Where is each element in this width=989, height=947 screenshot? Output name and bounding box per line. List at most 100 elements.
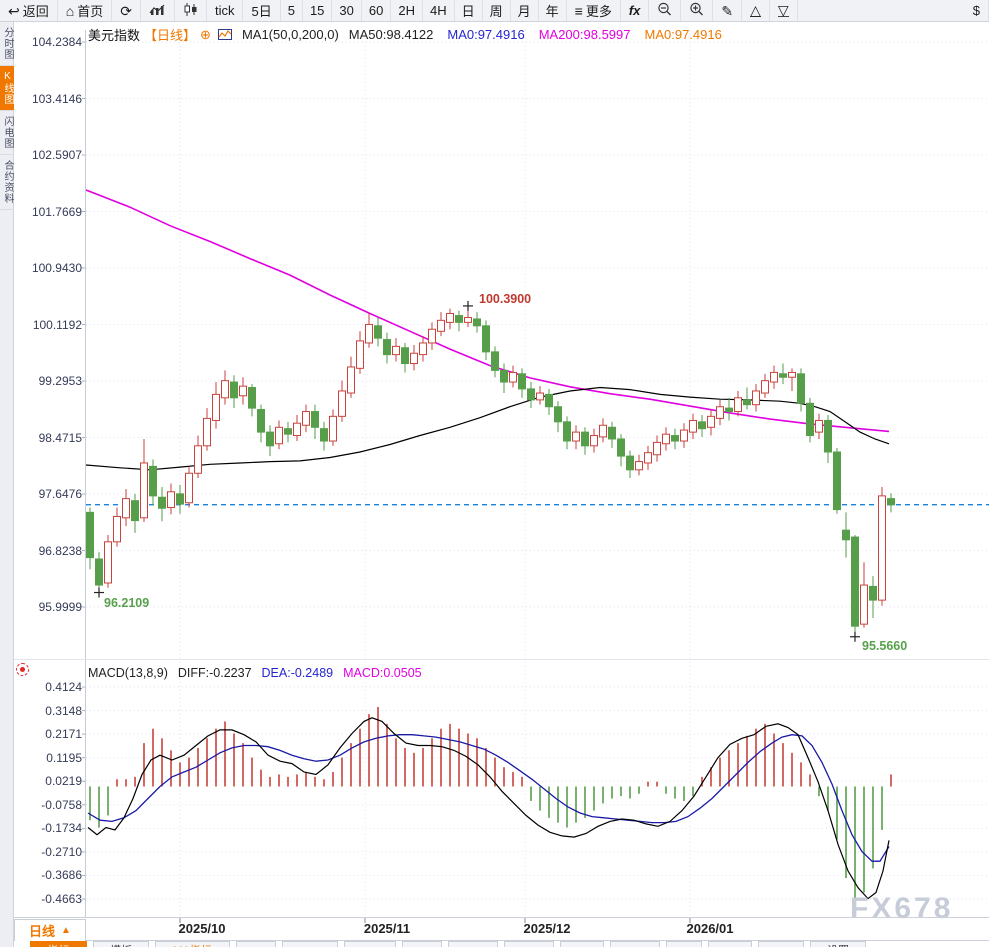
bottom-toolbar-button[interactable]: 指标: [30, 941, 87, 947]
bottom-toolbar-button[interactable]: [448, 941, 498, 947]
draw-button[interactable]: ✎: [713, 0, 743, 21]
currency-button-label: $: [972, 3, 980, 18]
zoom-out-button[interactable]: [649, 0, 682, 21]
period-month-button[interactable]: 月: [511, 0, 539, 21]
bottom-toolbar-button[interactable]: [758, 941, 804, 947]
triangle-down-button[interactable]: ▽: [770, 0, 798, 21]
price-axis-label: 103.4146: [31, 91, 82, 106]
macd-axis-label: 0.2171: [45, 727, 82, 742]
period-5d-button[interactable]: 5日: [243, 0, 281, 21]
price-axis-label: 100.1192: [32, 317, 82, 332]
bottom-toolbar-button[interactable]: [402, 941, 442, 947]
bottom-toolbar-button[interactable]: [236, 941, 276, 947]
bottom-toolbar-button[interactable]: [708, 941, 752, 947]
macd-axis-label: -0.4663: [41, 892, 82, 907]
home-button-icon: ⌂: [65, 2, 75, 19]
price-axis-label: 99.2953: [38, 374, 82, 388]
bottom-toolbar-button[interactable]: [666, 941, 702, 947]
formula-button[interactable]: fx: [621, 0, 650, 21]
symbol-name: 美元指数: [88, 28, 141, 43]
draw-button-icon: ✎: [721, 2, 734, 19]
bottom-toolbar-button[interactable]: [504, 941, 554, 947]
tab-lightning-chart[interactable]: 闪电图: [0, 111, 14, 155]
column-chart-button[interactable]: [141, 0, 175, 21]
bottom-toolbar-button[interactable]: 模板: [93, 941, 149, 947]
candlestick-chart-button[interactable]: [175, 0, 207, 21]
period-selector[interactable]: 日线 ▲: [14, 919, 86, 942]
period-2h-button-label: 2H: [398, 3, 415, 18]
macd-axis-label: 0.0219: [45, 774, 82, 789]
period-day-button[interactable]: 日: [455, 0, 483, 21]
price-axis-label: 95.9999: [38, 600, 82, 614]
date-axis-label: 2025/12: [523, 921, 571, 936]
low1-price-annotation: 96.2109: [104, 596, 150, 610]
period-day-button-label: 日: [461, 4, 475, 19]
macd-header: MACD(13,8,9) DIFF:-0.2237 DEA:-0.2489 MA…: [88, 666, 422, 680]
ma50-value: MA50:98.4122: [348, 27, 434, 42]
period-5m-button-label: 5: [287, 3, 295, 18]
target-add-icon[interactable]: ⊕: [200, 26, 211, 42]
period-year-button[interactable]: 年: [539, 0, 567, 21]
more-button-icon: ≡: [574, 2, 583, 19]
period-week-button[interactable]: 周: [483, 0, 511, 21]
period-4h-button-label: 4H: [429, 3, 447, 18]
zoom-in-button-icon: [689, 2, 704, 19]
triangle-up-button[interactable]: △: [742, 0, 770, 21]
high-price-annotation: 100.3900: [479, 292, 532, 306]
period-15m-button[interactable]: 15: [303, 0, 333, 21]
macd-dea-value: DEA:-0.2489: [261, 666, 334, 680]
period-15m-button-label: 15: [309, 3, 325, 18]
tab-kline-chart[interactable]: K线图: [0, 66, 14, 111]
bottom-toolbar-button[interactable]: [282, 941, 338, 947]
price-axis-label: 97.6476: [38, 487, 82, 501]
bottom-toolbar-button[interactable]: [610, 941, 660, 947]
home-button[interactable]: ⌂ 首页: [58, 0, 113, 21]
bottom-toolbar-button[interactable]: [560, 941, 604, 947]
back-button-label: 返回: [22, 4, 49, 19]
back-button[interactable]: ↩ 返回: [0, 0, 58, 21]
more-button[interactable]: ≡ 更多: [567, 0, 621, 21]
period-5d-button-label: 5日: [251, 4, 272, 19]
left-sidebar: 分时图 K线图 闪电图 合约资料: [0, 22, 14, 947]
currency-button[interactable]: $: [965, 0, 989, 21]
top-toolbar: ↩ 返回 ⌂ 首页 ⟳ tick 5日 5 15 30 60 2H 4H 日周月年 ≡ 更多 fx ✎ △ ▽ $: [0, 0, 989, 22]
indicator-settings-icon[interactable]: [16, 663, 29, 676]
more-button-label: 更多: [585, 4, 612, 19]
zoom-out-button-icon: [657, 2, 672, 19]
period-5m-button[interactable]: 5: [281, 0, 303, 21]
period-60m-button-label: 60: [368, 3, 384, 18]
price-axis-label: 104.2384: [31, 35, 82, 49]
period-tick-button[interactable]: tick: [207, 0, 244, 21]
period-4h-button[interactable]: 4H: [423, 0, 455, 21]
period-tick-button-label: tick: [214, 3, 235, 18]
tab-time-chart[interactable]: 分时图: [0, 22, 14, 66]
mini-chart-icon[interactable]: [217, 29, 232, 40]
tab-contract-info[interactable]: 合约资料: [0, 155, 14, 210]
period-30m-button[interactable]: 30: [332, 0, 362, 21]
macd-diff-value: DIFF:-0.2237: [177, 666, 252, 680]
price-axis-label: 101.7669: [31, 204, 82, 219]
period-week-button-label: 周: [489, 4, 503, 19]
period-year-button-label: 年: [545, 4, 559, 19]
period-selector-label: 日线: [29, 924, 56, 939]
date-axis-label: 2025/10: [178, 921, 226, 936]
bottom-toolbar-button[interactable]: MA指标: [155, 941, 230, 947]
macd-axis-label: -0.1734: [41, 821, 82, 836]
period-30m-button-label: 30: [339, 3, 354, 18]
bottom-toolbar-button[interactable]: [344, 941, 396, 947]
low2-price-annotation: 95.5660: [862, 639, 908, 653]
date-axis-label: 2025/11: [363, 921, 411, 936]
triangle-down-button-icon: ▽: [777, 1, 789, 18]
bottom-toolbar-button[interactable]: 设置: [810, 941, 866, 947]
candlestick-chart-button-icon: [183, 2, 198, 19]
price-axis-label: 100.9430: [31, 261, 82, 275]
refresh-button[interactable]: ⟳: [112, 0, 141, 21]
period-60m-button[interactable]: 60: [362, 0, 392, 21]
triangle-up-button-icon: △: [750, 1, 761, 18]
macd-axis-label: 0.3148: [45, 703, 82, 718]
zoom-in-button[interactable]: [681, 0, 714, 21]
back-button-icon: ↩: [8, 2, 20, 19]
period-2h-button[interactable]: 2H: [391, 0, 423, 21]
macd-formula: MACD(13,8,9): [88, 666, 168, 680]
